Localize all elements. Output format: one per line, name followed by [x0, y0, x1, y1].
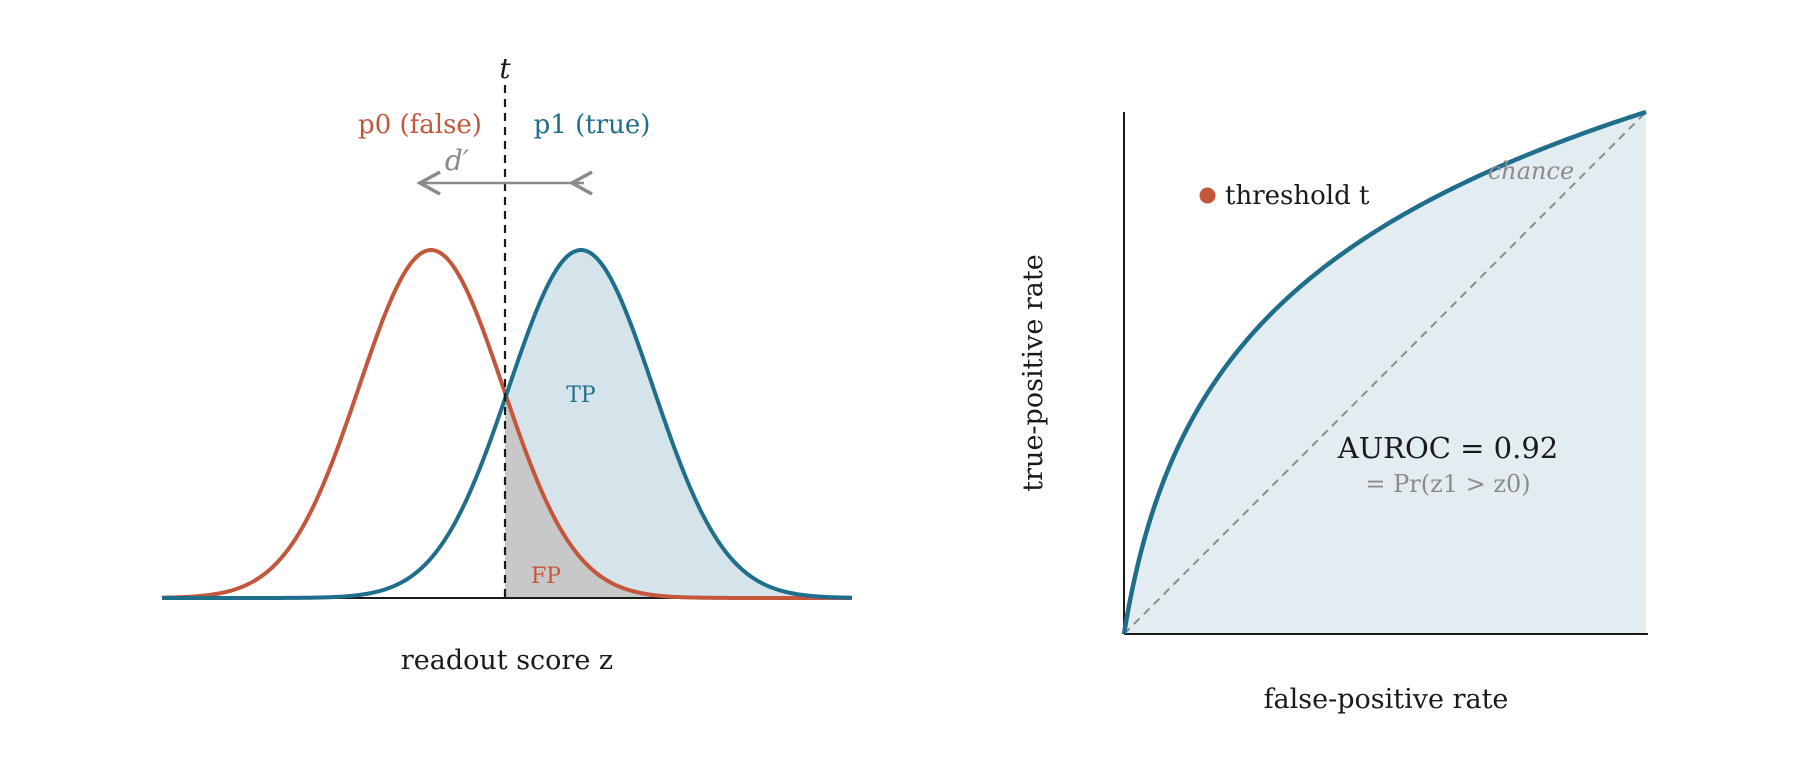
d-prime-arrowhead-left	[416, 170, 441, 196]
chance-diagonal	[1123, 111, 1647, 635]
score-axis-title: readout score z	[401, 645, 613, 676]
chance-label: chance	[1488, 157, 1574, 185]
score-distributions-panel: t p0 (false) p1 (true) d′ TP FP readout …	[161, 52, 853, 676]
tp-label: TP	[566, 383, 596, 408]
d-prime-arrow	[416, 170, 593, 196]
roc-x-axis-title: false-positive rate	[1264, 684, 1509, 715]
d-prime-label: d′	[445, 144, 470, 177]
p1-true-distribution-curve	[162, 248, 853, 600]
roc-y-axis-title: true-positive rate	[1018, 254, 1049, 491]
auroc-value-label: AUROC = 0.92	[1337, 431, 1559, 465]
roc-curve	[1121, 109, 1647, 635]
false-positive-area	[505, 392, 852, 598]
roc-curve-panel: threshold t chance AUROC = 0.92 = Pr(z1 …	[1018, 109, 1648, 715]
fp-label: FP	[531, 564, 561, 589]
d-prime-arrowhead-right	[568, 170, 593, 196]
p0-label: p0 (false)	[358, 110, 482, 140]
threshold-point-label: threshold t	[1225, 181, 1370, 211]
threshold-label: t	[499, 52, 511, 85]
auroc-formula-label: = Pr(z1 > z0)	[1365, 470, 1530, 498]
true-positive-area	[505, 250, 852, 598]
p1-label: p1 (true)	[534, 110, 651, 140]
threshold-point-marker	[1197, 185, 1218, 206]
